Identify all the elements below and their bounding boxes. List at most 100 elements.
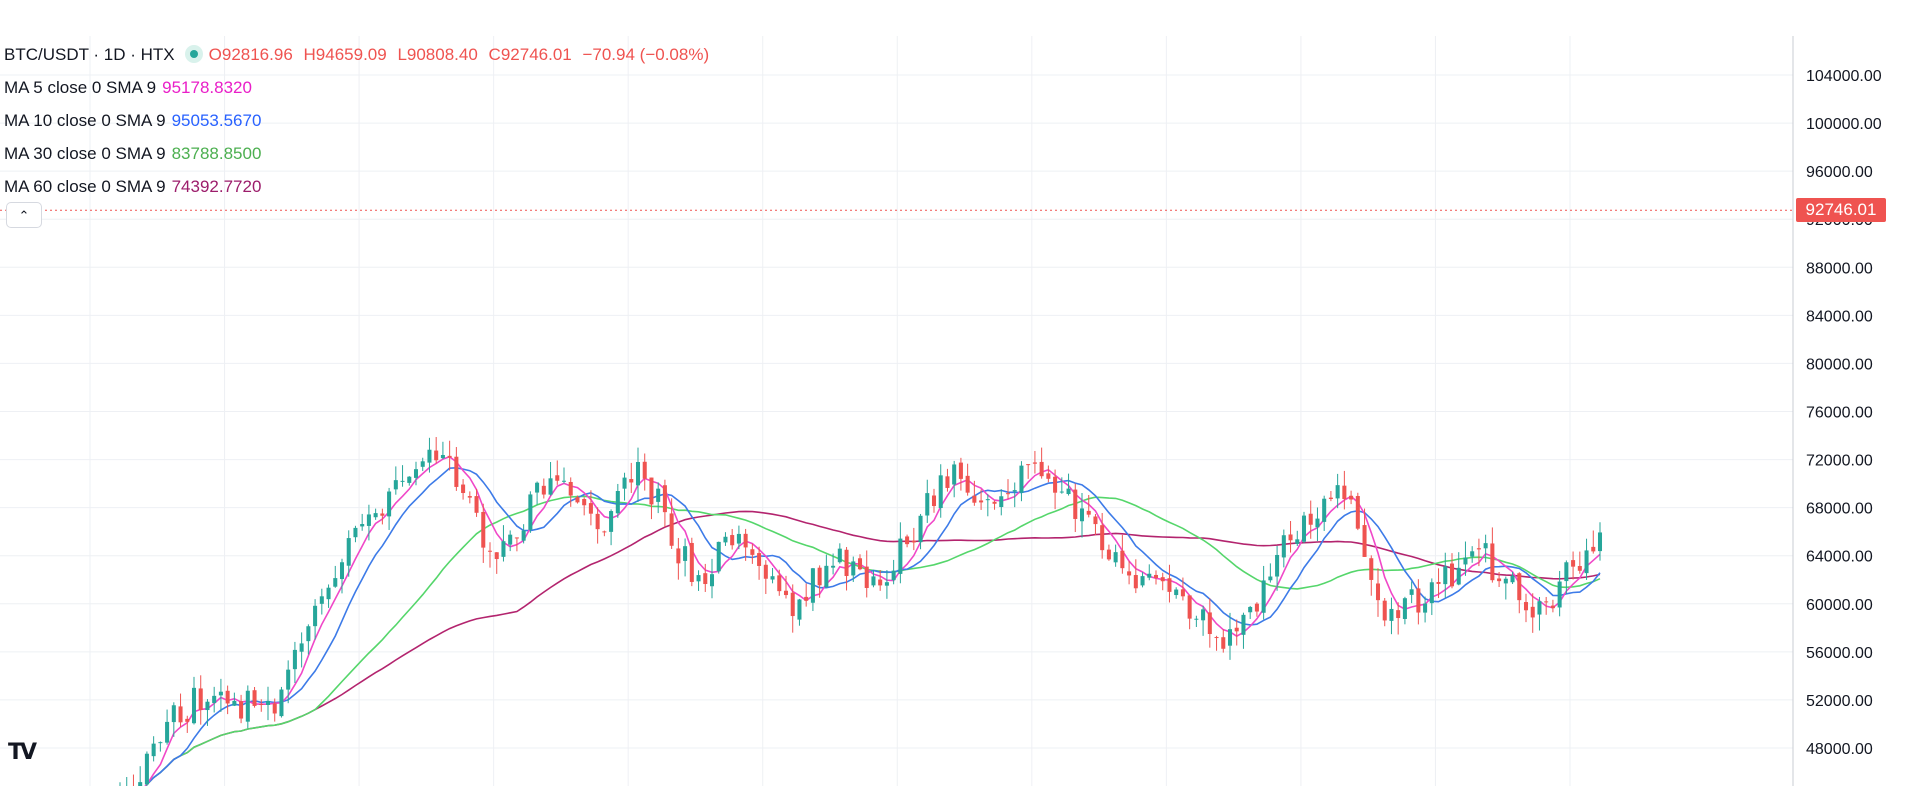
candle-body <box>165 721 170 743</box>
candle-body <box>1416 588 1421 613</box>
candle-body <box>958 462 963 479</box>
candle-body <box>864 566 869 588</box>
candle-body <box>373 513 378 518</box>
candle-body <box>931 495 937 507</box>
candle-body <box>434 450 439 461</box>
candle-body <box>635 462 641 486</box>
candle-body <box>1349 495 1354 500</box>
indicator-ma60[interactable]: MA 60 close 0 SMA 9 74392.7720 <box>4 170 709 203</box>
candle-body <box>1463 557 1468 565</box>
candle-body <box>400 480 405 482</box>
candle-body <box>723 536 728 543</box>
candle-body <box>844 549 849 577</box>
indicator-value: 74392.7720 <box>171 177 262 196</box>
candle-body <box>972 495 977 503</box>
ohlc-open: O92816.96 <box>208 45 293 64</box>
price-axis-label: 56000.00 <box>1806 645 1873 662</box>
candle-body <box>272 703 277 714</box>
candle-body <box>447 455 452 458</box>
indicator-ma5[interactable]: MA 5 close 0 SMA 9 95178.8320 <box>4 71 709 104</box>
candle-body <box>1093 516 1098 525</box>
candle-body <box>716 541 721 572</box>
candle-body <box>979 500 984 503</box>
candle-body <box>1207 612 1212 635</box>
candle-body <box>770 576 775 580</box>
candle-body <box>353 527 358 538</box>
price-axis[interactable]: 48000.00 52000.00 56000.00 60000.00 64000.00… <box>1806 68 1882 758</box>
tradingview-logo[interactable]: TV <box>8 740 37 765</box>
candle-body <box>393 480 398 490</box>
candle-body <box>1180 589 1185 597</box>
candle-body <box>709 574 715 587</box>
symbol-title[interactable]: BTC/USDT · 1D · HTX <box>4 45 175 64</box>
candle-body <box>1153 574 1159 579</box>
candle-body <box>649 477 654 505</box>
candle-body <box>804 596 809 601</box>
price-axis-label: 100000.00 <box>1806 116 1882 133</box>
candle-body <box>602 531 607 533</box>
candle-body <box>1120 550 1125 569</box>
indicator-label: MA 10 close 0 SMA 9 <box>4 111 166 130</box>
candle-body <box>1497 578 1502 582</box>
candle-body <box>965 475 970 493</box>
chevron-up-icon: ⌃ <box>18 208 30 223</box>
candle-body <box>144 753 149 785</box>
candle-body <box>232 700 237 706</box>
candle-body <box>1066 488 1071 495</box>
candle-body <box>662 485 667 513</box>
candle-body <box>286 669 291 690</box>
price-axis-label: 80000.00 <box>1806 356 1873 373</box>
candle-body <box>1032 462 1037 464</box>
collapse-legend-button[interactable]: ⌃ <box>6 202 42 228</box>
candle-body <box>1113 552 1118 563</box>
candle-body <box>629 479 634 483</box>
candle-body <box>1342 485 1347 500</box>
candle-body <box>1423 603 1428 613</box>
candles[interactable] <box>118 437 1603 786</box>
candle-body <box>299 643 304 652</box>
candle-body <box>1449 563 1455 587</box>
candle-body <box>259 704 264 706</box>
candle-body <box>609 511 614 532</box>
candle-body <box>508 534 513 545</box>
candle-body <box>1201 609 1206 621</box>
candle-body <box>1443 566 1448 585</box>
candle-body <box>1402 598 1407 619</box>
candle-body <box>1530 606 1535 618</box>
candle-body <box>689 542 694 582</box>
symbol-header: BTC/USDT · 1D · HTX O92816.96 H94659.09 L… <box>4 38 709 71</box>
candle-body <box>212 695 217 703</box>
candle-body <box>1100 525 1105 551</box>
candle-body <box>1187 595 1192 619</box>
candle-body <box>1234 627 1239 632</box>
indicator-ma10[interactable]: MA 10 close 0 SMA 9 95053.5670 <box>4 104 709 137</box>
candle-body <box>777 575 782 592</box>
candle-body <box>588 503 593 514</box>
market-status-icon <box>184 45 203 63</box>
candle-body <box>1597 532 1603 552</box>
candle-body <box>797 599 802 620</box>
candle-body <box>905 536 910 545</box>
candle-body <box>1375 583 1381 601</box>
candle-body <box>743 533 748 548</box>
candle-body <box>615 490 620 514</box>
price-axis-label: 72000.00 <box>1806 453 1873 470</box>
candle-body <box>1046 473 1051 479</box>
indicator-value: 95178.8320 <box>162 78 252 97</box>
candle-body <box>1039 461 1044 477</box>
candle-body <box>1167 578 1172 592</box>
price-axis-label: 88000.00 <box>1806 260 1873 277</box>
candle-body <box>831 565 836 568</box>
last-price-tag: 92746.01 <box>1796 198 1886 223</box>
candle-body <box>561 480 567 482</box>
candle-body <box>790 592 795 617</box>
indicator-ma30[interactable]: MA 30 close 0 SMA 9 83788.8500 <box>4 137 709 170</box>
candle-body <box>763 564 768 579</box>
candle-body <box>1510 575 1515 583</box>
candle-body <box>218 691 223 696</box>
candle-body <box>1268 576 1273 581</box>
candle-body <box>817 567 822 586</box>
ma60-line <box>144 510 1601 786</box>
candle-body <box>1281 535 1286 558</box>
